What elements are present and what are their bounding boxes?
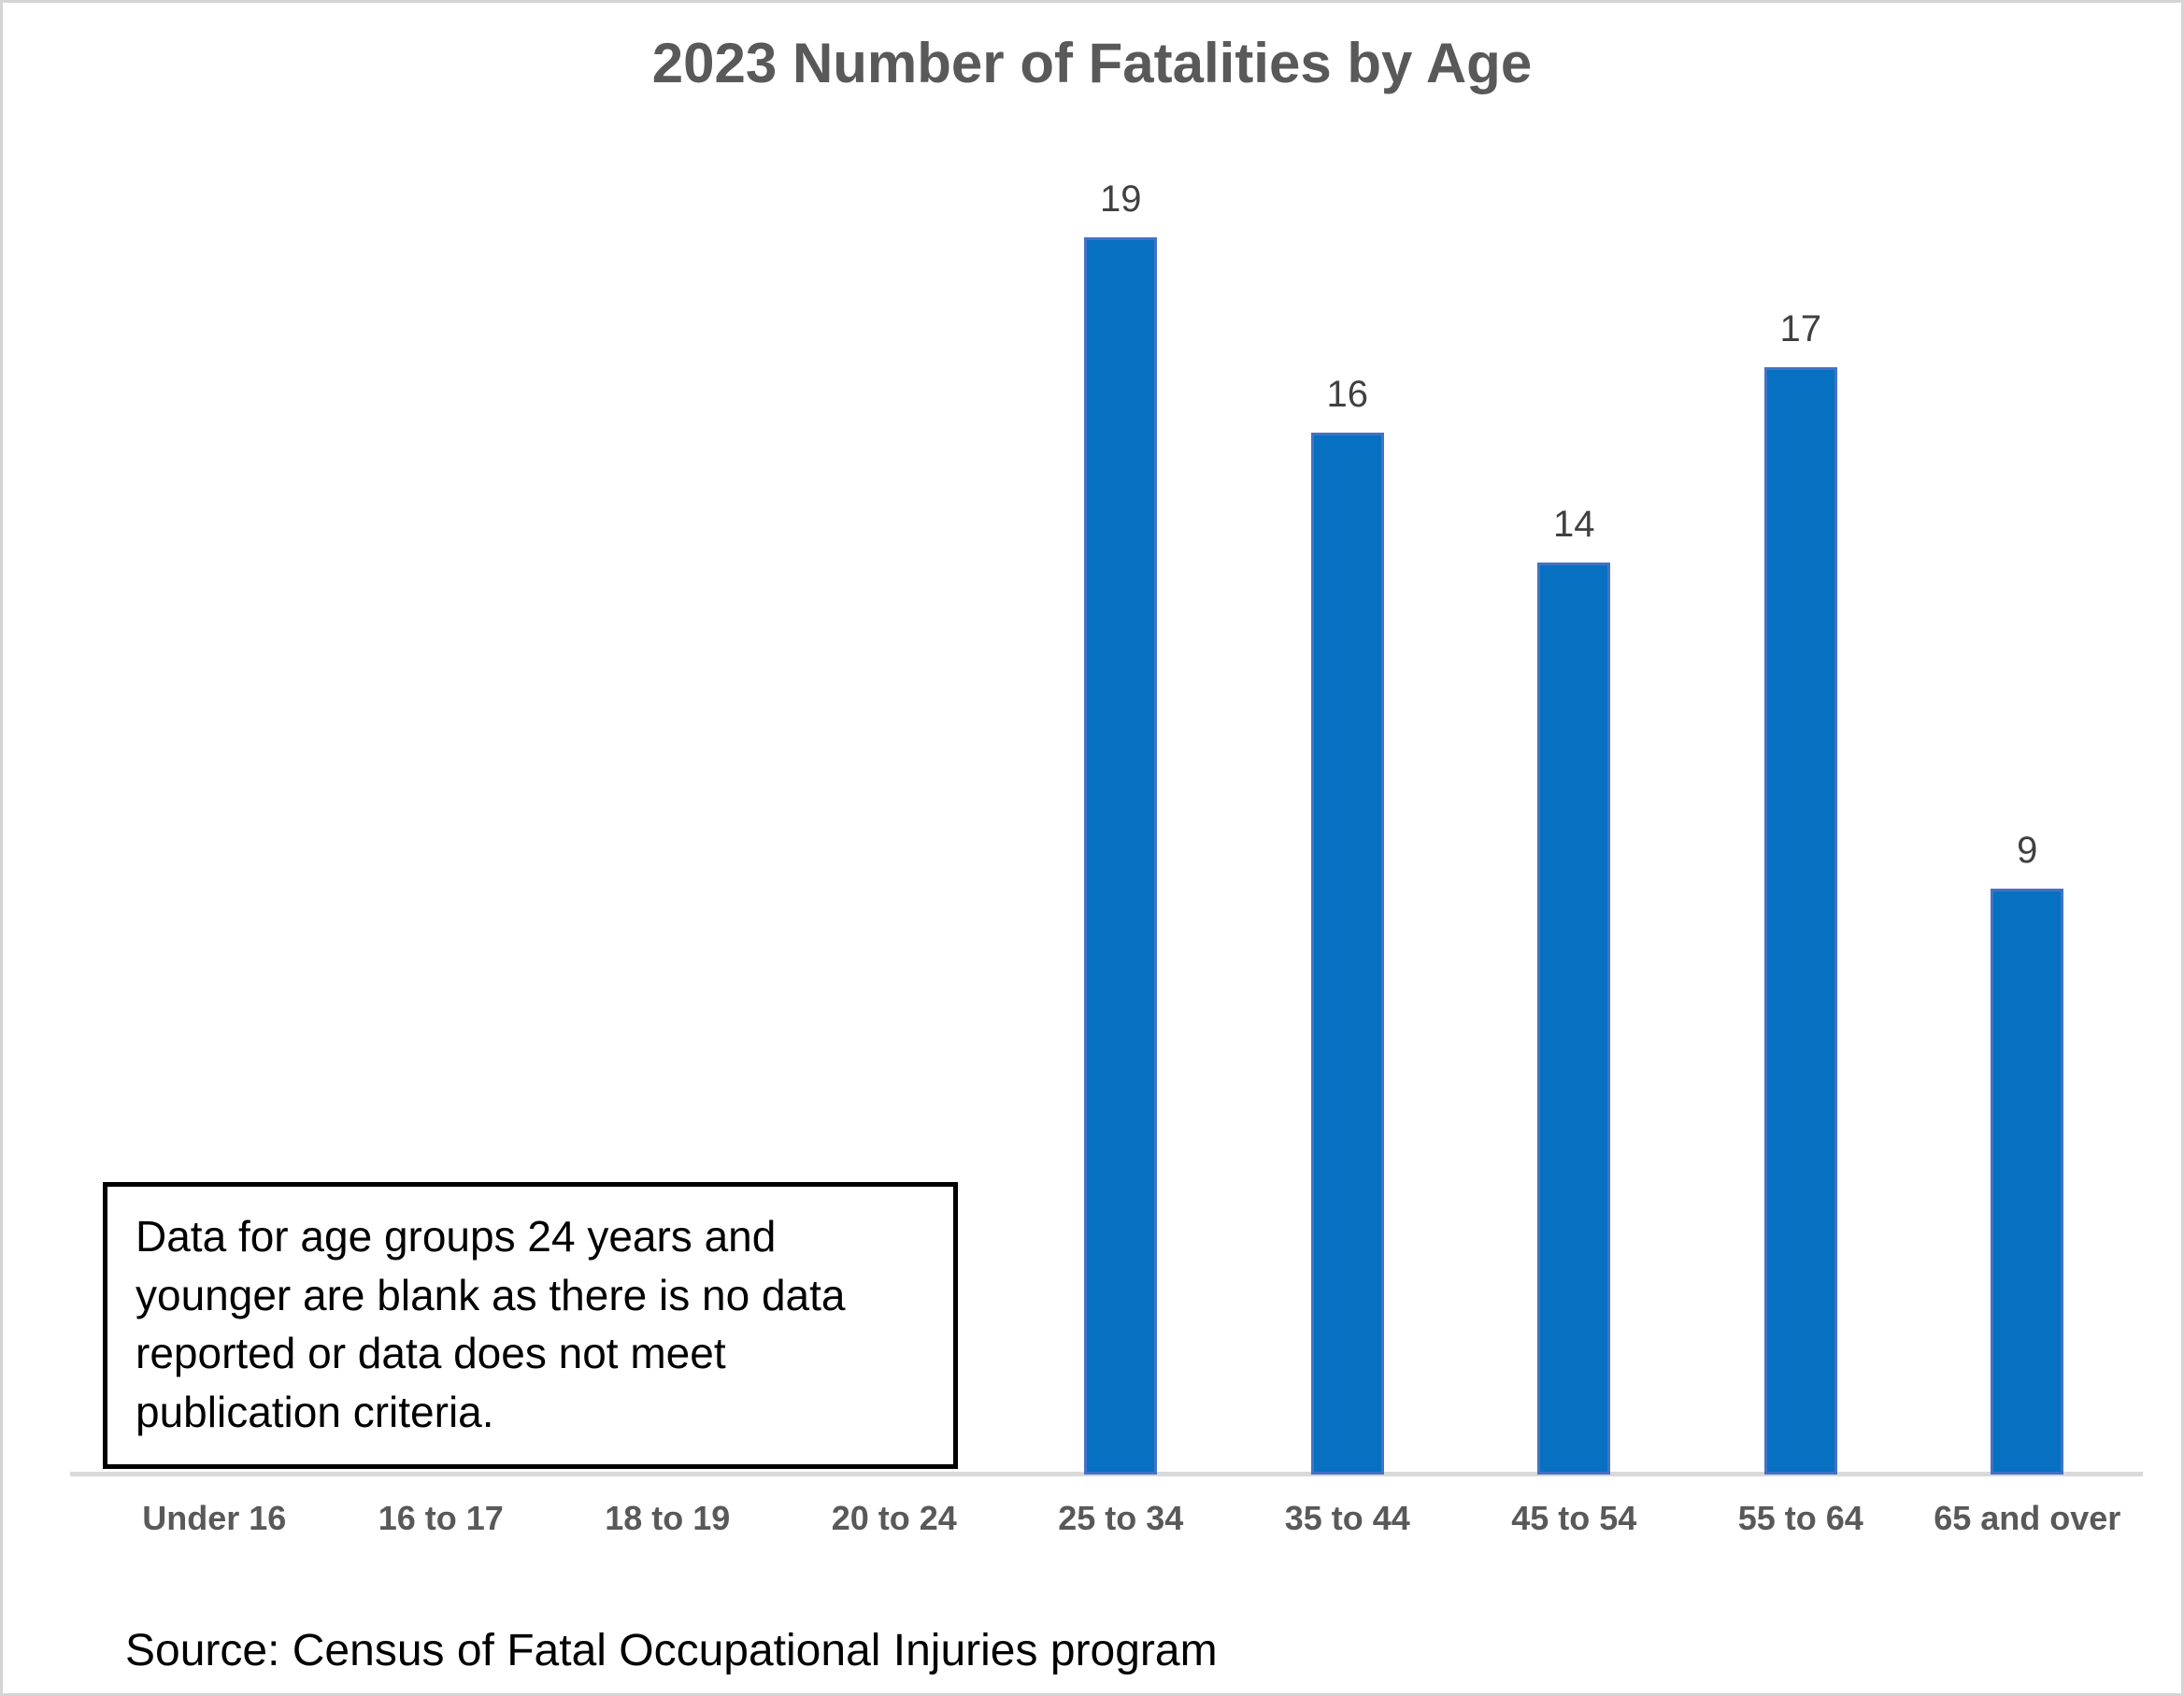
annotation-box: Data for age groups 24 years and younger… [103, 1182, 958, 1469]
bar [1537, 563, 1611, 1475]
bar-value-label: 16 [1326, 374, 1369, 415]
bar-value-label: 17 [1779, 308, 1822, 349]
bar [1310, 433, 1384, 1475]
x-axis-label: 18 to 19 [605, 1499, 731, 1537]
bar-value-label: 14 [1553, 504, 1595, 545]
x-axis-label: 55 to 64 [1737, 1499, 1863, 1537]
x-axis-label: 65 and over [1934, 1499, 2121, 1537]
x-axis-label: 35 to 44 [1284, 1499, 1410, 1537]
x-axis-label: 45 to 54 [1511, 1499, 1637, 1537]
source-text: Source: Census of Fatal Occupational Inj… [125, 1626, 1218, 1675]
plot-area: Under 16 16 to 17 18 to 19 20 to 24 25 to 34… [3, 3, 2181, 1693]
x-axis-label: Under 16 [142, 1499, 287, 1537]
bar [1763, 367, 1837, 1475]
x-axis-label: 20 to 24 [831, 1499, 957, 1537]
bar [1084, 237, 1158, 1475]
bar-value-label: 19 [1100, 178, 1142, 220]
bar-value-label: 9 [2017, 830, 2038, 871]
chart-title: 2023 Number of Fatalities by Age [651, 32, 1533, 94]
bar [1991, 889, 2064, 1475]
x-axis-label: 25 to 34 [1058, 1499, 1184, 1537]
x-axis-label: 16 to 17 [378, 1499, 504, 1537]
annotation-text: Data for age groups 24 years and younger… [136, 1212, 846, 1436]
